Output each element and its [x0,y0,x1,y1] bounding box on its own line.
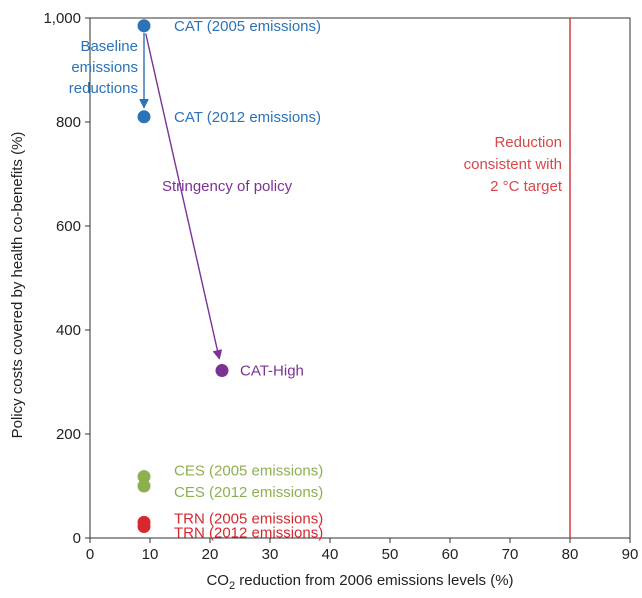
annotations: Reduction consistent with 2 °C target Basel… [69,18,571,538]
x-axis-label-main: CO [206,572,229,589]
x-tick-label: 10 [142,546,159,563]
plot-frame [89,17,631,539]
x-tick-label: 60 [442,546,459,563]
axes: 0 10 20 30 40 50 60 70 80 90 0 200 400 600 800 1,000 [43,10,638,563]
x-tick-label: 30 [262,546,279,563]
data-point [137,19,151,33]
x-tick-label: 50 [382,546,399,563]
point-label: CES (2012 emissions) [174,484,323,501]
x-tick-label: 80 [562,546,579,563]
point-label: CAT-High [240,363,304,380]
x-axis-label: CO2 reduction from 2006 emissions levels… [206,572,513,592]
data-point [137,470,151,484]
y-tick-label: 600 [56,218,81,235]
baseline-label-line: Baseline [80,38,138,55]
x-tick-label: 90 [622,546,639,563]
point-label: TRN (2005 emissions) [174,510,323,527]
point-label: CES (2005 emissions) [174,463,323,480]
data-points: CAT (2005 emissions) CAT (2012 emissions)… [137,18,323,542]
target-label-line: consistent with [464,156,562,173]
data-point [137,520,151,534]
point-label: CAT (2012 emissions) [174,109,321,126]
x-tick-label: 70 [502,546,519,563]
y-tick-label: 1,000 [43,10,81,27]
y-tick-label: 200 [56,426,81,443]
point-label: TRN (2012 emissions) [174,525,323,542]
y-tick-label: 800 [56,114,81,131]
y-tick-label: 0 [73,530,81,547]
stringency-arrow [145,33,223,360]
point-label: CAT (2005 emissions) [174,18,321,35]
x-tick-label: 20 [202,546,219,563]
data-point [137,479,151,493]
x-axis-label-rest: reduction from 2006 emissions levels (%) [235,572,513,589]
baseline-label-line: emissions [71,59,138,76]
y-axis-label: Policy costs covered by health co-benefi… [9,132,26,439]
y-tick-label: 400 [56,322,81,339]
x-tick-label: 0 [86,546,94,563]
target-label-line: 2 °C target [490,178,563,195]
x-axis-label-sub: 2 [229,580,235,592]
data-point [137,110,151,124]
data-point [215,364,229,378]
x-tick-label: 40 [322,546,339,563]
baseline-label-line: reductions [69,80,138,97]
stringency-label: Stringency of policy [162,178,293,195]
target-label-line: Reduction [494,134,562,151]
